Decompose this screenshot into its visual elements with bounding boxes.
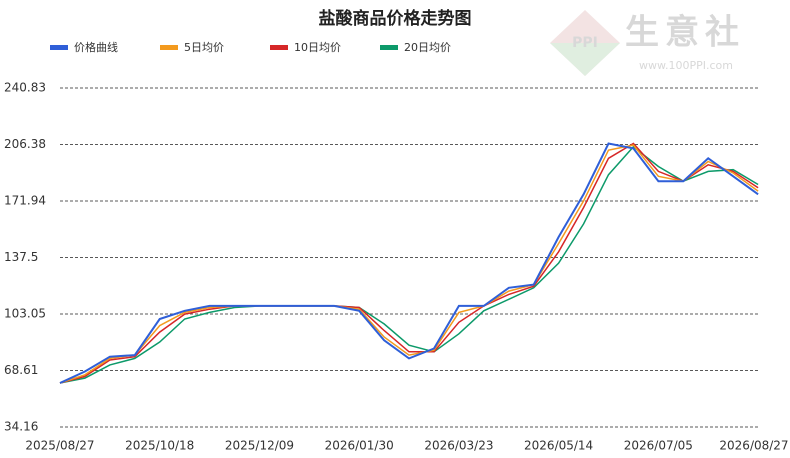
y-tick-label: 171.94 <box>4 194 46 208</box>
series-line <box>59 144 759 384</box>
x-tick-label: 2026/03/23 <box>424 439 493 453</box>
watermark: PPI 生意社 www.100PPI.com <box>550 10 745 76</box>
series-line <box>59 145 759 384</box>
chart-title: 盐酸商品价格走势图 <box>319 8 472 29</box>
y-tick-label: 103.05 <box>4 307 46 321</box>
x-tick-label: 2026/05/14 <box>524 439 593 453</box>
y-tick-label: 206.38 <box>4 137 46 151</box>
logo-diamond-lower <box>550 43 620 76</box>
legend-swatch <box>50 45 68 50</box>
legend-label: 20日均价 <box>404 41 451 54</box>
y-tick-label: 240.83 <box>4 81 46 95</box>
x-tick-label: 2025/10/18 <box>125 439 194 453</box>
series-line <box>59 142 759 384</box>
series-line <box>59 142 759 384</box>
watermark-brand: 生意社 <box>625 13 745 53</box>
legend-label: 5日均价 <box>184 41 224 54</box>
legend-swatch <box>160 45 178 50</box>
legend-label: 价格曲线 <box>74 40 118 54</box>
x-tick-label: 2025/08/27 <box>25 439 94 453</box>
x-tick-label: 2025/12/09 <box>225 439 294 453</box>
y-tick-label: 68.61 <box>4 363 38 377</box>
legend-swatch <box>270 45 288 50</box>
legend-label: 10日均价 <box>294 41 341 54</box>
y-tick-label: 137.5 <box>4 250 38 264</box>
x-tick-label: 2026/07/05 <box>624 439 693 453</box>
watermark-url: www.100PPI.com <box>639 59 733 72</box>
x-tick-label: 2026/08/27 <box>719 439 788 453</box>
y-tick-label: 34.16 <box>4 420 38 434</box>
legend-swatch <box>380 45 398 50</box>
watermark-logo: PPI <box>572 35 598 51</box>
x-tick-label: 2026/01/30 <box>325 439 394 453</box>
